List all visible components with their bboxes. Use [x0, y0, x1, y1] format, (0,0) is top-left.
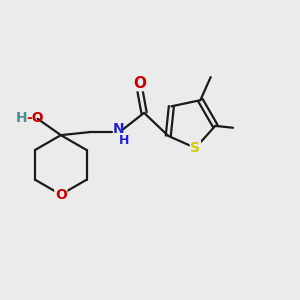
Text: -O: -O [26, 111, 44, 125]
Text: N: N [113, 122, 124, 136]
Text: O: O [133, 76, 146, 91]
Text: O: O [55, 188, 67, 202]
Text: H: H [16, 111, 27, 125]
Text: S: S [190, 141, 200, 155]
Text: H: H [119, 134, 129, 147]
